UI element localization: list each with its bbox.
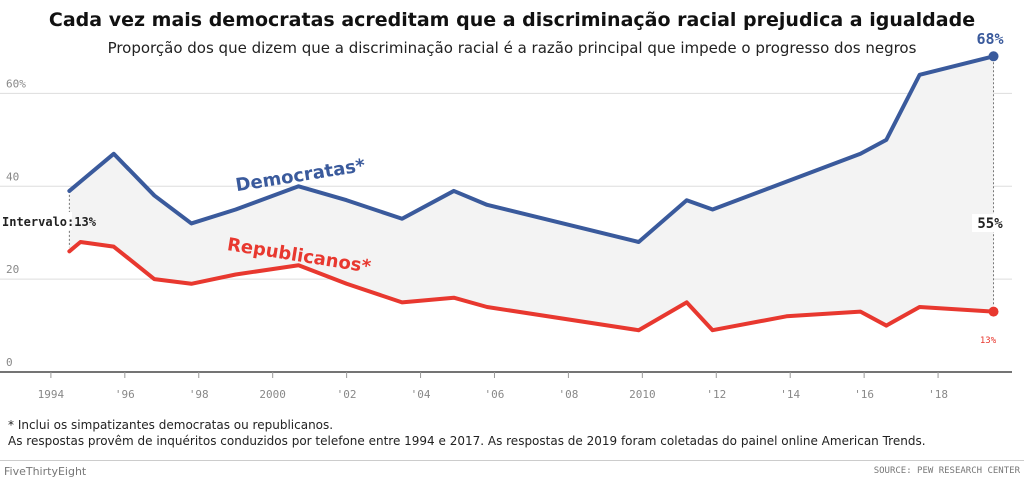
x-tick-label: '12 bbox=[706, 388, 726, 401]
x-tick-label: '04 bbox=[411, 388, 431, 401]
footnote-methodology: As respostas provêm de inquéritos conduz… bbox=[8, 434, 926, 448]
chart-subtitle: Proporção dos que dizem que a discrimina… bbox=[107, 39, 917, 57]
x-tick-label: '14 bbox=[780, 388, 800, 401]
y-tick-label: 40 bbox=[6, 170, 19, 183]
series-line-democrats bbox=[67, 54, 996, 244]
footnote-partisans: * Inclui os simpatizantes democratas ou … bbox=[8, 418, 334, 432]
series-line-republicans bbox=[67, 240, 996, 333]
x-tick-label: '06 bbox=[485, 388, 505, 401]
x-tick-label: 1994 bbox=[38, 388, 65, 401]
x-tick-label: '02 bbox=[337, 388, 357, 401]
dem-end-value: 68% bbox=[976, 30, 1003, 48]
footer-divider bbox=[0, 460, 1024, 461]
end-marker-republicans bbox=[988, 306, 999, 317]
brand-logo: FiveThirtyEight bbox=[4, 465, 87, 478]
x-tick-label: '08 bbox=[558, 388, 578, 401]
source-credit: SOURCE: PEW RESEARCH CENTER bbox=[873, 466, 1020, 476]
x-tick-label: '96 bbox=[115, 388, 135, 401]
x-tick-label: '16 bbox=[854, 388, 874, 401]
gap-area bbox=[69, 56, 994, 331]
start-gap-label: Intervalo:13% bbox=[2, 215, 97, 229]
y-tick-label: 0 bbox=[6, 356, 13, 369]
rep-end-value: 13% bbox=[980, 336, 997, 346]
x-tick-label: 2010 bbox=[629, 388, 656, 401]
end-marker-democrats bbox=[988, 51, 999, 62]
chart-title: Cada vez mais democratas acreditam que a… bbox=[48, 9, 976, 31]
x-tick-label: '98 bbox=[189, 388, 209, 401]
x-tick-label: 2000 bbox=[259, 388, 286, 401]
end-gap-label-bg bbox=[972, 214, 1008, 232]
y-tick-label: 20 bbox=[6, 263, 19, 276]
y-tick-label: 60% bbox=[6, 77, 26, 90]
end-gap-label: 55% bbox=[977, 216, 1003, 232]
x-tick-label: '18 bbox=[928, 388, 948, 401]
start-gap-label-bg bbox=[0, 212, 72, 230]
